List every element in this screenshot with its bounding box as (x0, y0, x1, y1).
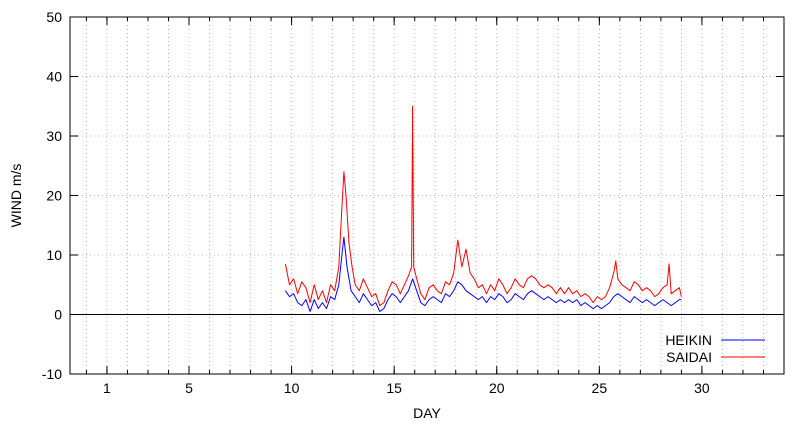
y-tick-label: -10 (42, 366, 62, 382)
x-tick-label: 5 (185, 380, 193, 396)
series-line-heikin (284, 236, 682, 312)
x-tick-label: 10 (284, 380, 300, 396)
y-tick-label: 50 (46, 9, 62, 25)
y-tick-label: 20 (46, 188, 62, 204)
legend: HEIKIN SAIDAI (665, 332, 765, 365)
x-tick-label: 20 (489, 380, 505, 396)
ticks (70, 16, 785, 375)
grid (70, 17, 785, 374)
y-tick-label: 40 (46, 69, 62, 85)
x-tick-label: 15 (386, 380, 402, 396)
y-tick-label: 10 (46, 247, 62, 263)
y-axis-title: WIND m/s (8, 164, 24, 228)
legend-label-saidai: SAIDAI (666, 349, 712, 365)
series-layer (284, 105, 682, 312)
x-tick-label: 1 (103, 380, 111, 396)
x-tick-label: 25 (592, 380, 608, 396)
y-tick-label: 30 (46, 128, 62, 144)
x-tick-label: 30 (694, 380, 710, 396)
y-tick-label: 0 (54, 307, 62, 323)
legend-label-heikin: HEIKIN (665, 332, 712, 348)
series-line-saidai (284, 105, 682, 307)
x-axis-title: DAY (413, 405, 441, 421)
